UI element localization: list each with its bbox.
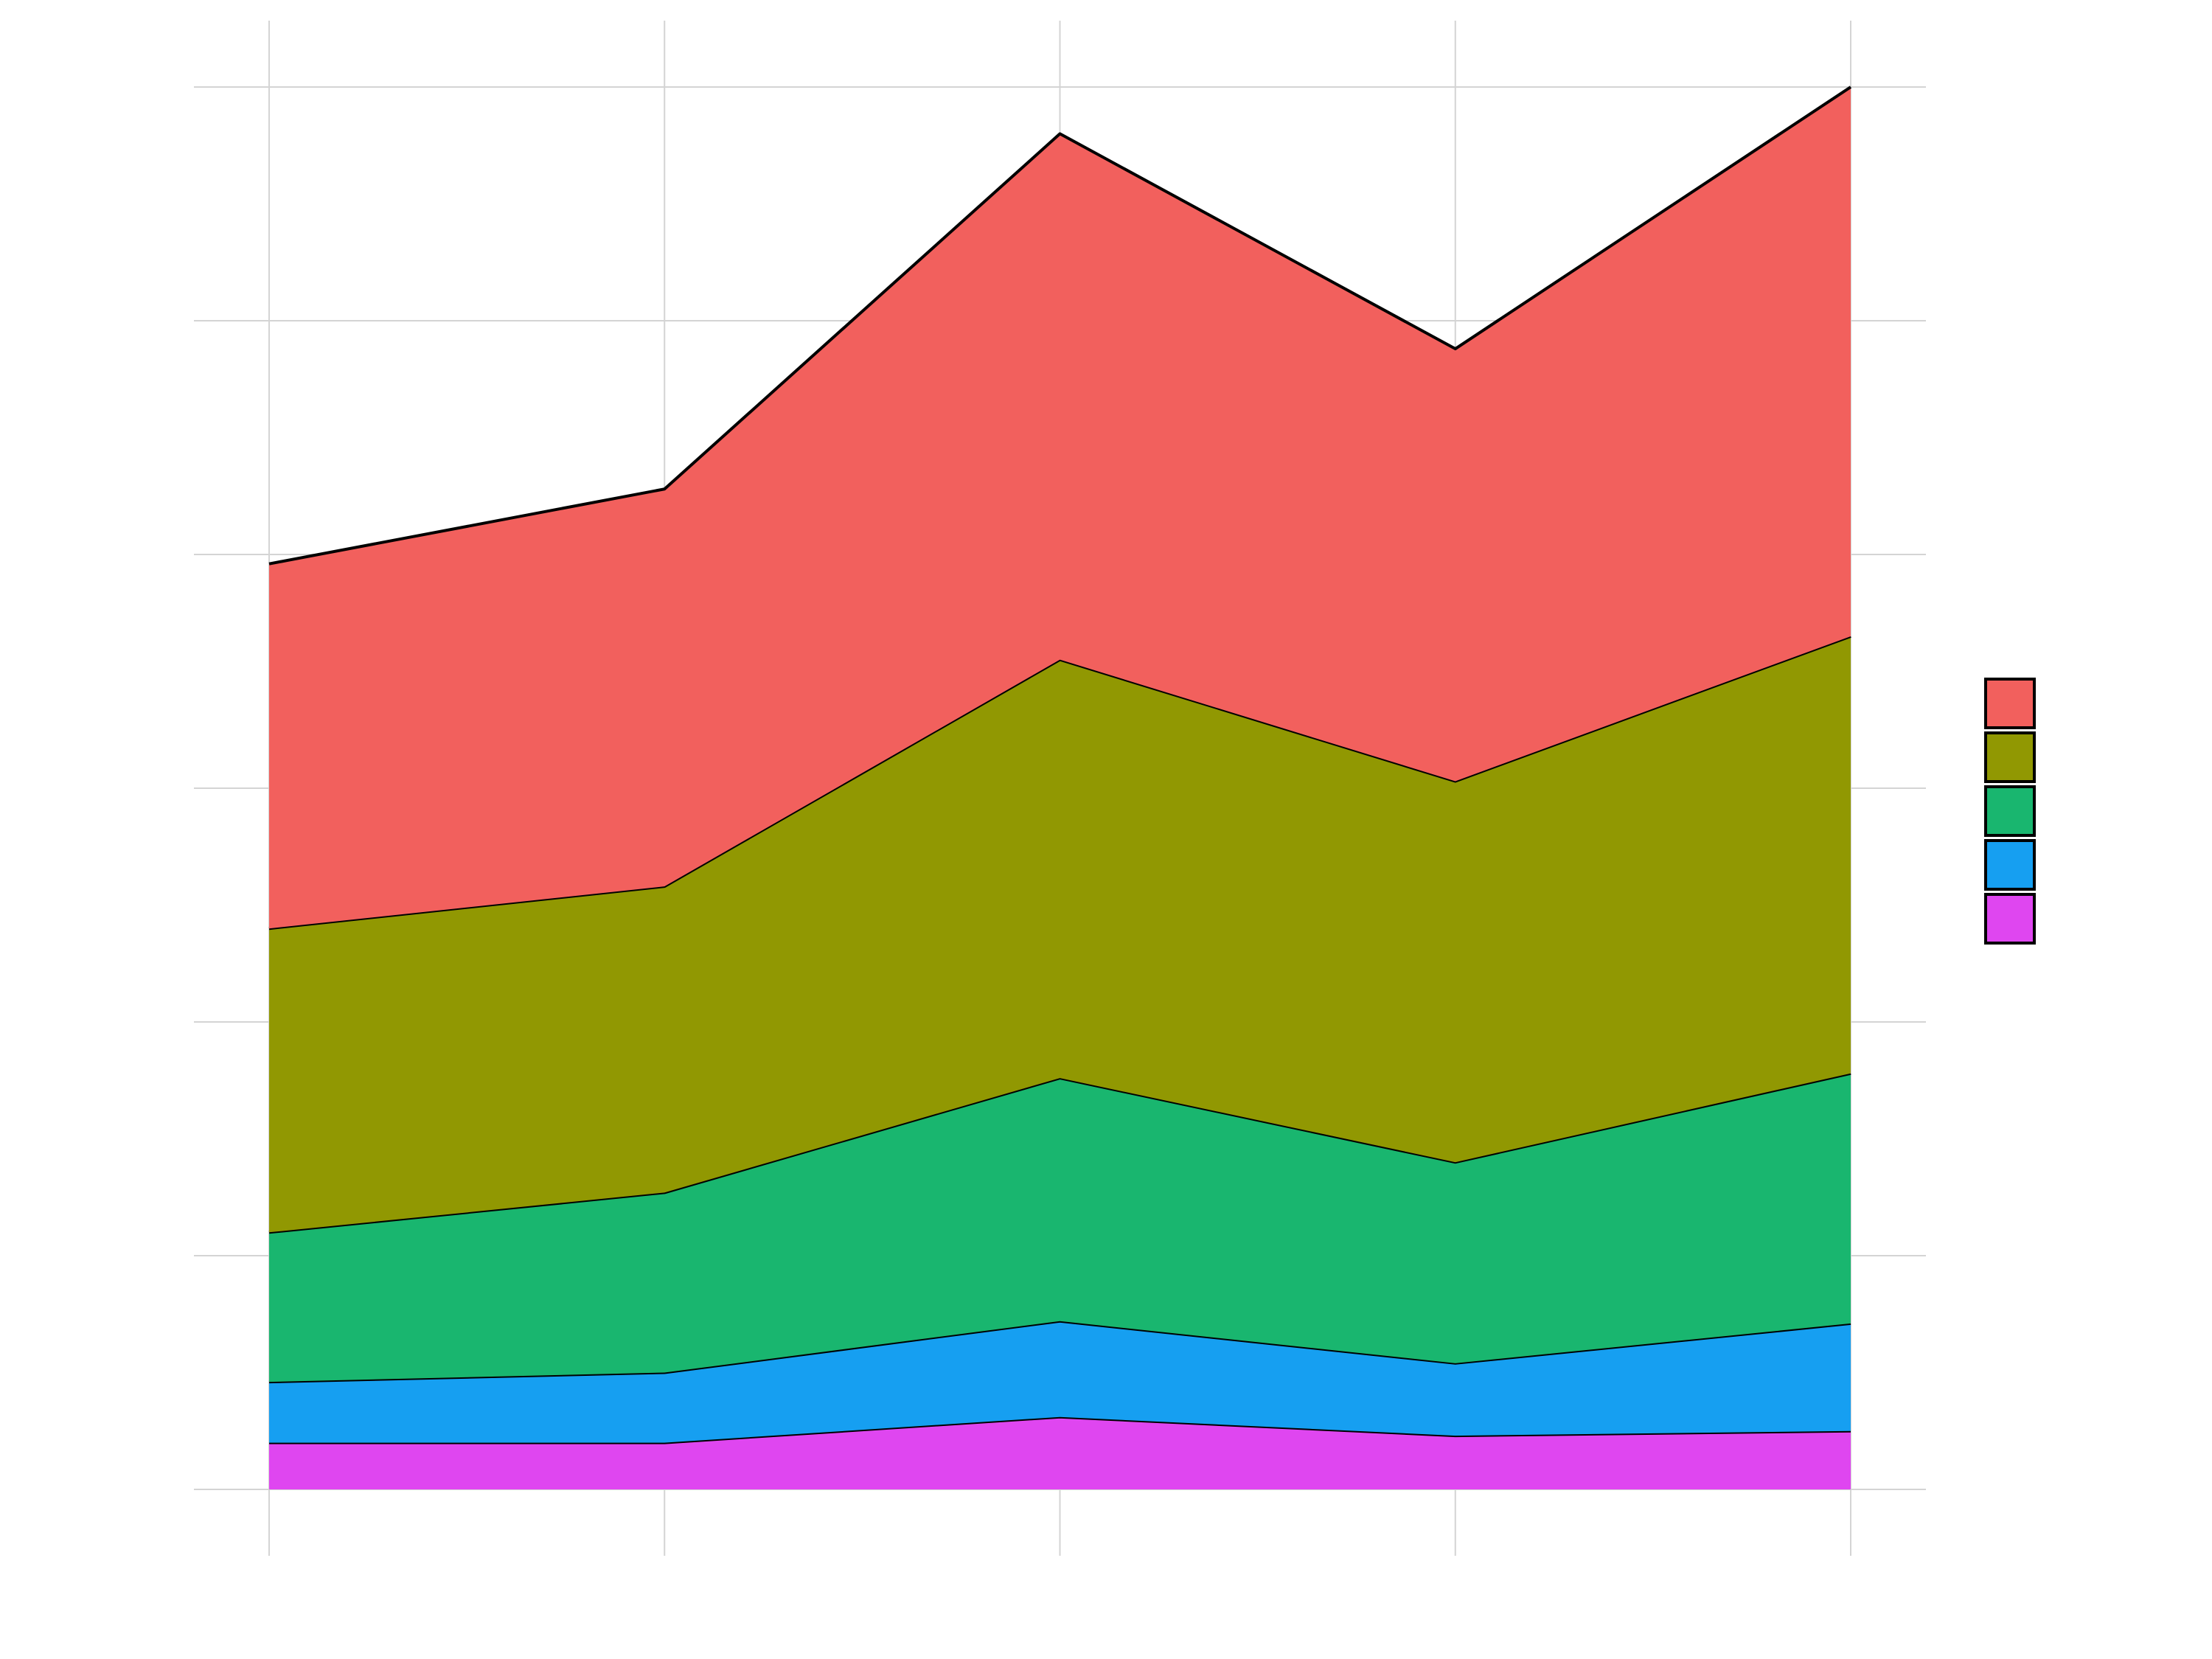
legend-key-3 xyxy=(1984,785,2036,837)
legend-key-5 xyxy=(1984,678,2036,729)
area-series-5-outline xyxy=(268,86,1852,566)
area-layer xyxy=(268,86,1852,1489)
legend-key-2 xyxy=(1984,839,2036,891)
legend xyxy=(1984,678,2036,945)
area-series-2 xyxy=(269,1321,1851,1443)
legend-key-1 xyxy=(1984,893,2036,945)
area-series-1 xyxy=(269,1416,1851,1489)
legend-key-4 xyxy=(1984,731,2036,783)
area-series-5 xyxy=(269,87,1851,929)
area-series-3 xyxy=(269,1073,1851,1382)
area-series-4 xyxy=(269,636,1851,1233)
